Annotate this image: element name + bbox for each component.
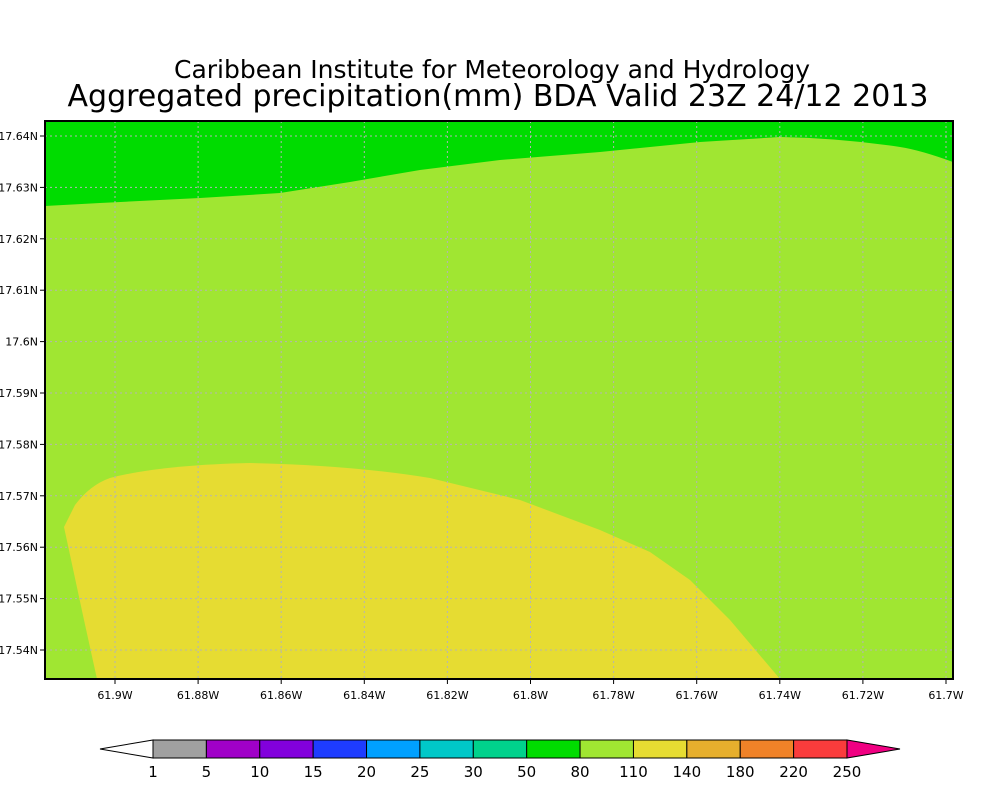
- colorbar-box: [259, 739, 314, 759]
- x-tick-label: 61.76W: [676, 689, 718, 702]
- colorbar-box: [632, 739, 688, 759]
- y-tick-label: 17.62N: [0, 233, 38, 246]
- y-tick-label: 17.58N: [0, 438, 38, 451]
- map-field: [45, 121, 953, 679]
- colorbar-label: 10: [250, 763, 269, 781]
- colorbar-label: 50: [517, 763, 536, 781]
- y-tick-label: 17.54N: [0, 644, 38, 657]
- colorbar-lower-triangle: [99, 739, 154, 759]
- x-tick-label: 61.74W: [759, 689, 801, 702]
- colorbar-label: 180: [726, 763, 755, 781]
- title-line-2: Aggregated precipitation(mm) BDA Valid 2…: [68, 79, 929, 114]
- colorbar-box: [419, 739, 474, 759]
- grid: [45, 121, 953, 679]
- colorbar-label: 1: [148, 763, 158, 781]
- x-tick-label: 61.7W: [928, 689, 963, 702]
- colorbar-label: 80: [571, 763, 590, 781]
- x-tick-label: 61.82W: [426, 689, 468, 702]
- x-tick-label: 61.8W: [513, 689, 548, 702]
- y-tick-label: 17.63N: [0, 181, 38, 194]
- colorbar-label: 140: [673, 763, 702, 781]
- y-tick-label: 17.59N: [0, 387, 38, 400]
- colorbar-box: [793, 739, 848, 759]
- colorbar-box: [152, 739, 207, 759]
- colorbar-box: [472, 739, 528, 759]
- colorbar-box: [739, 739, 795, 759]
- y-tick-label: 17.6N: [5, 336, 38, 349]
- colorbar-box: [579, 739, 634, 759]
- y-tick-label: 17.57N: [0, 490, 38, 503]
- title-line-1: Caribbean Institute for Meteorology and …: [174, 55, 810, 84]
- colorbar-box: [312, 739, 368, 759]
- axis-labels: 61.9W 61.88W 61.86W 61.84W 61.82W 61.8W 61.78W…: [0, 130, 964, 702]
- colorbar-label: 25: [410, 763, 429, 781]
- region-110-140: [64, 463, 780, 679]
- map-frame: [44, 120, 954, 680]
- x-tick-label: 61.84W: [343, 689, 385, 702]
- x-tick-label: 61.88W: [177, 689, 219, 702]
- colorbar-label: 250: [833, 763, 862, 781]
- y-tick-label: 17.64N: [0, 130, 38, 143]
- colorbar-label: 20: [357, 763, 376, 781]
- y-tick-label: 17.61N: [0, 284, 38, 297]
- colorbar-box: [526, 739, 581, 759]
- y-tick-label: 17.56N: [0, 541, 38, 554]
- colorbar-box: [686, 739, 741, 759]
- colorbar: 1 5 10 15 20 25 30 50 80 110 140 180 220 250: [99, 739, 901, 781]
- x-tick-label: 61.78W: [592, 689, 634, 702]
- colorbar-box: [205, 739, 261, 759]
- colorbar-label: 110: [619, 763, 648, 781]
- colorbar-label: 220: [779, 763, 808, 781]
- colorbar-label: 15: [304, 763, 323, 781]
- x-tick-label: 61.86W: [260, 689, 302, 702]
- colorbar-box: [366, 739, 421, 759]
- y-tick-label: 17.55N: [0, 593, 38, 606]
- region-50-80: [45, 121, 953, 206]
- x-tick-label: 61.9W: [97, 689, 132, 702]
- colorbar-upper-triangle: [846, 739, 901, 759]
- colorbar-label: 30: [464, 763, 483, 781]
- x-tick-label: 61.72W: [842, 689, 884, 702]
- colorbar-label: 5: [202, 763, 212, 781]
